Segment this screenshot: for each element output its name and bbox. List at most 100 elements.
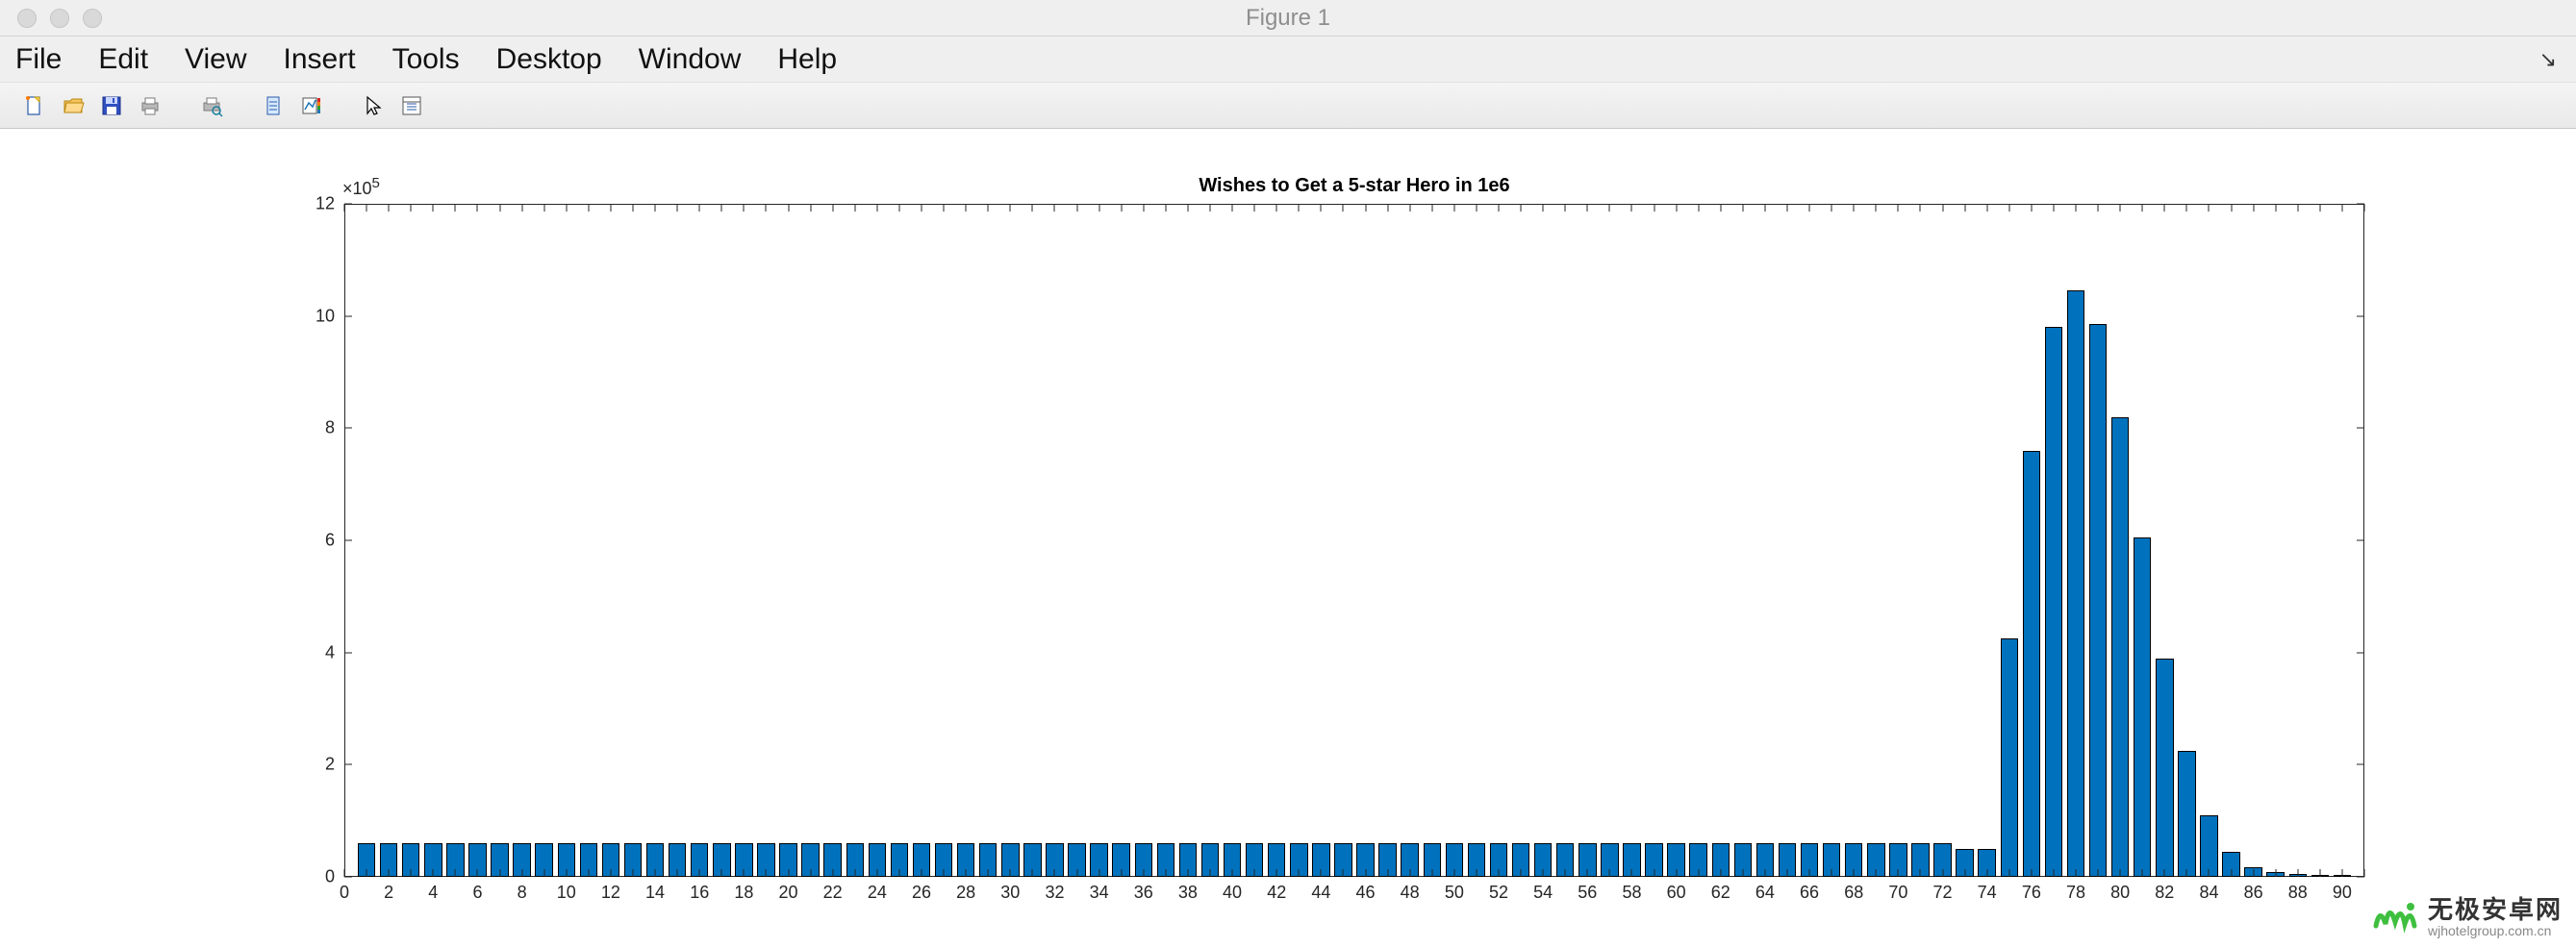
x-tick-mark-top: [1143, 204, 1144, 212]
x-tick-mark: [1321, 869, 1322, 877]
menu-file[interactable]: File: [12, 41, 65, 78]
open-file-button[interactable]: [60, 92, 87, 119]
x-tick-mark: [721, 869, 722, 877]
x-tick-label: 68: [1844, 883, 1863, 903]
print-preview-icon: [200, 94, 223, 117]
x-tick-mark-top: [1942, 204, 1943, 212]
x-tick-mark-top: [411, 204, 412, 212]
x-tick-mark-top: [2364, 204, 2365, 212]
x-tick-mark-top: [677, 204, 678, 212]
x-tick-label: 38: [1178, 883, 1198, 903]
figure-canvas: Wishes to Get a 5-star Hero in 1e6 ×105 …: [0, 129, 2576, 948]
x-tick-label: 56: [1578, 883, 1597, 903]
x-tick-mark-top: [1587, 204, 1588, 212]
x-tick-mark-top: [1054, 204, 1055, 212]
menu-desktop[interactable]: Desktop: [492, 41, 606, 78]
x-tick-mark: [2008, 869, 2009, 877]
x-tick-mark-top: [1232, 204, 1233, 212]
x-tick-label: 30: [1000, 883, 1020, 903]
x-tick-mark: [1676, 869, 1677, 877]
x-tick-mark: [2231, 869, 2232, 877]
x-tick-mark-top: [2341, 204, 2342, 212]
x-tick-mark-top: [389, 204, 390, 212]
x-tick-mark-top: [898, 204, 899, 212]
x-tick-mark: [2209, 869, 2210, 877]
x-tick-mark-top: [566, 204, 567, 212]
x-tick-mark-top: [699, 204, 700, 212]
link-plot-button[interactable]: [260, 92, 287, 119]
y-tick-label: 6: [325, 531, 335, 551]
x-tick-label: 20: [779, 883, 798, 903]
x-tick-mark-top: [1676, 204, 1677, 212]
print-figure-button[interactable]: [137, 92, 164, 119]
x-tick-mark-top: [876, 204, 877, 212]
x-tick-mark: [455, 869, 456, 877]
new-figure-button[interactable]: [21, 92, 48, 119]
x-tick-label: 14: [645, 883, 665, 903]
menu-insert[interactable]: Insert: [280, 41, 360, 78]
x-tick-mark-top: [1876, 204, 1877, 212]
colorbar-icon: [300, 94, 323, 117]
x-tick-mark-top: [1431, 204, 1432, 212]
property-editor-button[interactable]: [398, 92, 425, 119]
x-tick-mark: [2053, 869, 2054, 877]
x-tick-mark: [1276, 869, 1277, 877]
x-tick-label: 32: [1045, 883, 1064, 903]
save-figure-button[interactable]: [98, 92, 125, 119]
x-tick-mark: [655, 869, 656, 877]
x-tick-mark: [2186, 869, 2187, 877]
x-tick-mark-top: [455, 204, 456, 212]
x-tick-mark: [1499, 869, 1500, 877]
property-editor-icon: [400, 94, 423, 117]
menu-view[interactable]: View: [181, 41, 250, 78]
x-tick-mark: [588, 869, 589, 877]
menu-window[interactable]: Window: [635, 41, 745, 78]
cursor-icon: [362, 94, 385, 117]
x-tick-mark-top: [1742, 204, 1743, 212]
y-tick-label: 0: [325, 867, 335, 887]
x-tick-mark-top: [810, 204, 811, 212]
y-tick-mark-right: [2357, 540, 2364, 541]
x-tick-label: 8: [518, 883, 527, 903]
x-tick-label: 58: [1622, 883, 1641, 903]
x-tick-mark-top: [344, 204, 345, 212]
x-tick-mark: [411, 869, 412, 877]
x-tick-label: 48: [1401, 883, 1420, 903]
x-tick-mark-top: [1165, 204, 1166, 212]
link-plot-icon: [262, 94, 285, 117]
x-tick-mark-top: [721, 204, 722, 212]
x-tick-mark: [898, 869, 899, 877]
x-tick-mark: [1409, 869, 1410, 877]
x-tick-mark: [2164, 869, 2165, 877]
x-tick-label: 42: [1267, 883, 1286, 903]
x-tick-mark: [1076, 869, 1077, 877]
insert-colorbar-button[interactable]: [298, 92, 325, 119]
dock-figure-icon[interactable]: ↘: [2539, 47, 2564, 72]
x-tick-label: 4: [428, 883, 438, 903]
x-tick-mark-top: [1920, 204, 1921, 212]
menu-edit[interactable]: Edit: [94, 41, 152, 78]
x-tick-mark: [788, 869, 789, 877]
edit-plot-button[interactable]: [360, 92, 387, 119]
toolbar-group-link: [248, 92, 337, 119]
print-preview-button[interactable]: [198, 92, 225, 119]
x-tick-mark-top: [2076, 204, 2077, 212]
x-tick-mark: [1942, 869, 1943, 877]
watermark-line1: 无极安卓网: [2428, 896, 2563, 924]
menu-tools[interactable]: Tools: [389, 41, 464, 78]
x-tick-label: 12: [601, 883, 620, 903]
x-tick-mark: [810, 869, 811, 877]
x-tick-mark: [1764, 869, 1765, 877]
x-tick-label: 26: [912, 883, 931, 903]
x-tick-label: 22: [823, 883, 843, 903]
x-tick-mark-top: [1964, 204, 1965, 212]
x-tick-mark: [1609, 869, 1610, 877]
x-tick-mark-top: [2031, 204, 2032, 212]
x-tick-mark: [1920, 869, 1921, 877]
x-tick-label: 28: [956, 883, 975, 903]
x-tick-mark-top: [2053, 204, 2054, 212]
menu-help[interactable]: Help: [773, 41, 841, 78]
titlebar: Figure 1: [0, 0, 2576, 37]
x-tick-mark: [389, 869, 390, 877]
x-tick-mark-top: [1764, 204, 1765, 212]
